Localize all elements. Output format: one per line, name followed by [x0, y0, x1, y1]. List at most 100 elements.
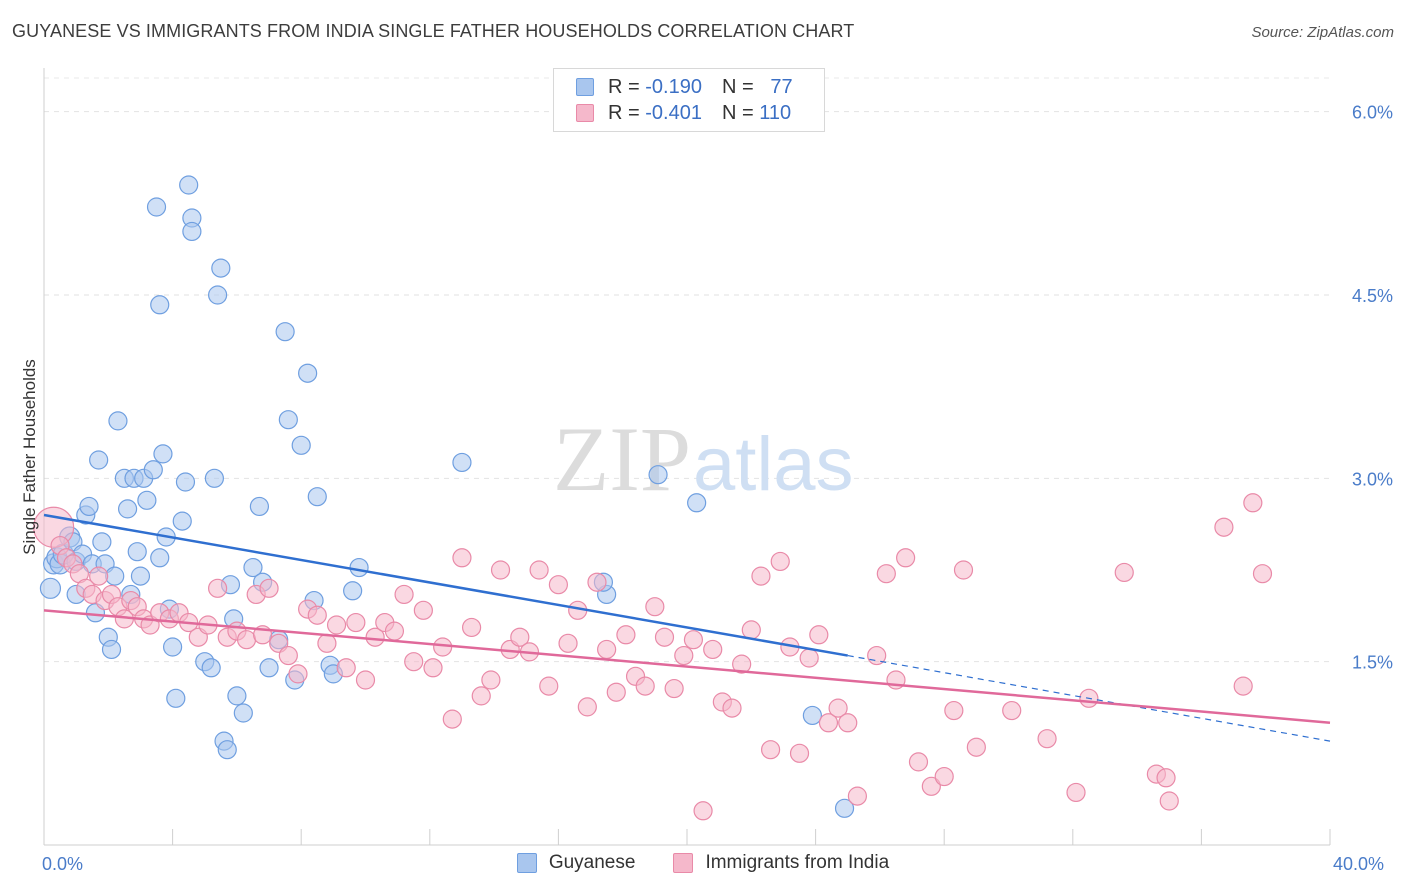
data-point	[1156, 768, 1176, 788]
data-point	[204, 468, 224, 488]
legend-item-guyanese: Guyanese	[516, 852, 635, 874]
series-legend: Guyanese Immigrants from India	[0, 852, 1406, 874]
data-point	[616, 625, 636, 645]
grid-lines	[44, 77, 1330, 663]
data-point	[278, 410, 298, 430]
data-point	[108, 411, 128, 431]
data-point	[365, 627, 385, 647]
data-point	[336, 658, 356, 678]
data-point	[208, 578, 228, 598]
data-point	[175, 472, 196, 492]
data-point	[243, 557, 263, 578]
data-point	[606, 682, 626, 702]
data-point	[1066, 782, 1086, 803]
data-point	[683, 630, 704, 650]
data-point	[732, 654, 752, 674]
data-point	[921, 776, 941, 796]
y-tick-label: 6.0%	[1352, 103, 1393, 123]
data-point	[291, 435, 311, 455]
data-point	[101, 639, 122, 660]
data-point	[577, 697, 597, 717]
data-point	[789, 743, 810, 763]
data-point	[645, 597, 665, 617]
data-point	[298, 363, 318, 383]
trend-lines	[43, 513, 1331, 742]
data-point	[664, 678, 684, 699]
data-point	[809, 625, 829, 645]
data-point	[433, 637, 453, 657]
data-point	[490, 560, 511, 580]
data-point	[127, 542, 147, 562]
data-point	[834, 798, 855, 818]
data-point	[172, 511, 192, 531]
data-point	[89, 450, 109, 470]
trend-line-guyanese	[43, 513, 848, 657]
data-point	[39, 577, 62, 599]
data-point	[654, 627, 675, 647]
data-point	[79, 496, 99, 517]
data-point	[92, 532, 112, 552]
data-point	[355, 670, 376, 690]
data-point	[105, 566, 125, 586]
data-point	[1214, 517, 1234, 537]
data-point	[150, 548, 170, 568]
data-point	[137, 490, 157, 510]
data-point	[163, 637, 183, 657]
data-point	[876, 564, 896, 584]
data-point	[179, 175, 199, 195]
data-point	[548, 575, 569, 595]
data-point	[1114, 562, 1134, 583]
axes	[43, 68, 1331, 846]
legend-row-india: R = -0.401 N = 110	[576, 101, 791, 125]
data-point	[249, 496, 270, 517]
trend-line-guyanese-extension	[847, 654, 1331, 742]
legend-swatch-india	[673, 853, 694, 873]
data-point	[201, 658, 221, 678]
data-point	[597, 639, 617, 660]
data-point	[89, 566, 109, 586]
data-point	[413, 600, 433, 620]
y-tick-label: 3.0%	[1352, 469, 1393, 489]
data-point	[278, 645, 298, 666]
legend-item-india: Immigrants from India	[673, 852, 889, 874]
data-point	[648, 465, 668, 485]
data-point	[288, 664, 308, 684]
data-point	[208, 285, 228, 305]
legend-n-label: N =	[721, 75, 754, 98]
source-credit: Source: ZipAtlas.com	[1251, 24, 1394, 41]
data-point	[275, 322, 295, 342]
watermark-atlas: atlas	[693, 422, 854, 507]
legend-n-value: 110	[759, 101, 792, 124]
data-point	[847, 786, 867, 806]
data-point	[150, 295, 170, 315]
data-point	[587, 572, 607, 592]
legend-label-india: Immigrants from India	[705, 852, 890, 873]
data-point	[944, 700, 964, 721]
data-point	[1037, 729, 1057, 749]
data-point	[211, 258, 231, 278]
data-point	[442, 709, 462, 729]
data-point	[687, 493, 707, 513]
data-point	[741, 620, 761, 640]
y-axis-label: Single Father Households	[20, 359, 39, 555]
data-point	[818, 713, 839, 733]
data-point	[693, 801, 713, 821]
data-point	[227, 686, 247, 706]
data-point	[481, 670, 501, 690]
legend-n-label: N =	[721, 101, 754, 124]
legend-swatch-india	[576, 104, 594, 122]
data-point	[896, 548, 916, 568]
data-point	[1002, 700, 1022, 721]
data-point	[1243, 493, 1263, 513]
trend-line-india	[43, 609, 1331, 725]
data-point	[471, 686, 491, 706]
data-point	[953, 560, 974, 580]
data-point	[751, 566, 771, 586]
data-point	[703, 639, 723, 660]
watermark-zip: ZIP	[553, 408, 691, 510]
y-tick-label: 1.5%	[1352, 653, 1393, 673]
data-point	[799, 648, 819, 668]
data-point	[233, 703, 253, 723]
data-point	[307, 605, 327, 625]
